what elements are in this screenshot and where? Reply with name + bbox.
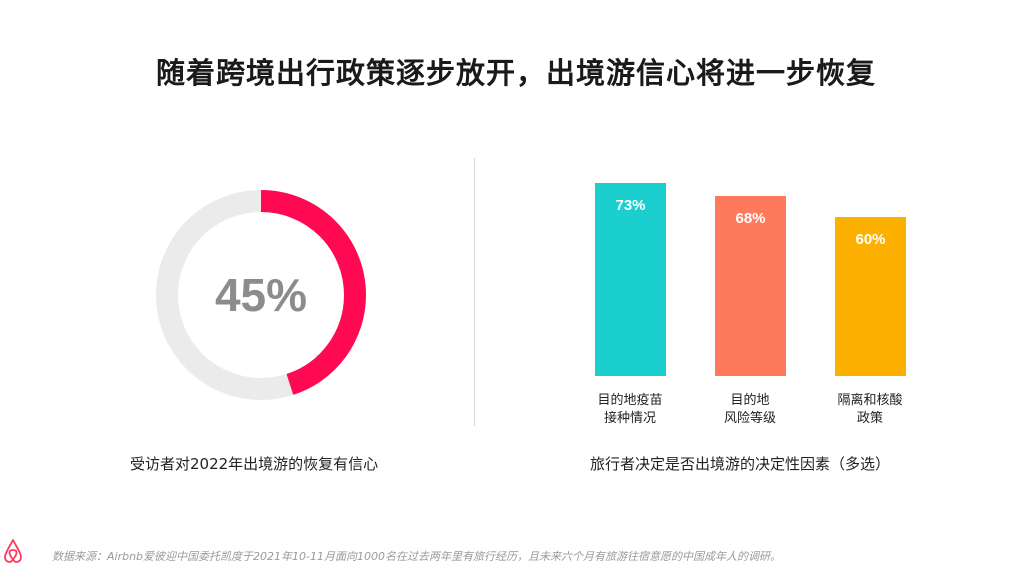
bar-chart: 73% 目的地疫苗 接种情况 68% 目的地 风险等级 60% 隔离和核酸 政策 bbox=[560, 180, 940, 430]
bar-value-label: 68% bbox=[735, 209, 766, 227]
source-footnote: 数据来源：Airbnb爱彼迎中国委托凯度于2021年10-11月面向1000名在… bbox=[52, 550, 781, 563]
category-label: 目的地 风险等级 bbox=[723, 393, 776, 426]
bar-value-label: 73% bbox=[615, 196, 646, 214]
page-title: 随着跨境出行政策逐步放开，出境游信心将进一步恢复 bbox=[155, 56, 876, 90]
category-label: 隔离和核酸 政策 bbox=[837, 393, 903, 426]
donut-arc bbox=[156, 190, 366, 400]
left-caption: 受访者对2022年出境游的恢复有信心 bbox=[130, 455, 379, 473]
bar-3: 60% bbox=[835, 217, 906, 376]
donut-value-label: 45% bbox=[214, 269, 308, 321]
divider bbox=[474, 158, 475, 426]
bar-2: 68% bbox=[715, 195, 786, 376]
donut-chart: 45% bbox=[152, 186, 370, 404]
bar-1: 73% bbox=[595, 182, 666, 376]
bar-value-label: 60% bbox=[855, 231, 886, 248]
airbnb-logo-icon bbox=[4, 539, 22, 563]
donut-svg bbox=[156, 190, 366, 400]
right-caption: 旅行者决定是否出境游的决定性因素（多选） bbox=[590, 455, 891, 473]
category-label: 目的地疫苗 接种情况 bbox=[597, 393, 663, 426]
